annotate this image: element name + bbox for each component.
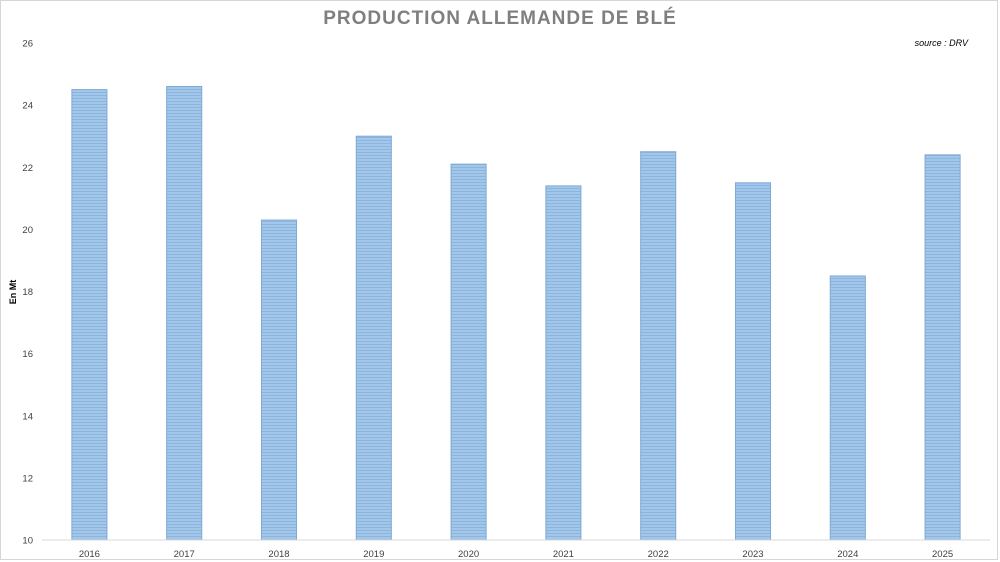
chart-title: PRODUCTION ALLEMANDE DE BLÉ [323, 8, 677, 29]
x-tick-label: 2017 [174, 549, 195, 560]
x-tick-label: 2020 [458, 549, 479, 560]
x-tick-label: 2018 [268, 549, 289, 560]
y-tick-label: 24 [22, 101, 33, 112]
y-tick-label: 16 [22, 349, 33, 360]
x-tick-label: 2024 [837, 549, 858, 560]
x-tick-label: 2025 [932, 549, 953, 560]
bar-2016 [71, 89, 108, 541]
y-axis-ticks: 10 12 14 16 18 20 22 24 26 [22, 39, 33, 547]
x-tick-label: 2023 [742, 549, 763, 560]
y-tick-label: 22 [22, 163, 33, 174]
bar-2022 [640, 151, 677, 541]
bar-2020 [450, 163, 487, 541]
bar-2019 [355, 135, 392, 541]
source-note: source : DRV [914, 38, 968, 48]
y-tick-label: 10 [22, 536, 33, 547]
bar-2025 [924, 154, 961, 541]
y-tick-label: 12 [22, 473, 33, 484]
bar-2023 [734, 182, 772, 541]
y-axis-label: En Mt [8, 280, 18, 305]
x-tick-label: 2021 [553, 549, 574, 560]
y-tick-label: 26 [22, 39, 33, 50]
y-tick-label: 18 [22, 287, 33, 298]
x-tick-label: 2022 [648, 549, 669, 560]
bar-2017 [166, 85, 203, 541]
bars [71, 85, 961, 541]
x-axis-ticks: 2016 2017 2018 2019 2020 2021 2022 2023 2024 2025 [79, 549, 953, 560]
bar-2021 [545, 185, 582, 541]
bar-2024 [829, 275, 866, 541]
y-tick-label: 20 [22, 225, 33, 236]
x-tick-label: 2019 [363, 549, 384, 560]
bar-2018 [260, 219, 298, 541]
x-tick-label: 2016 [79, 549, 100, 560]
y-tick-label: 14 [22, 411, 33, 422]
